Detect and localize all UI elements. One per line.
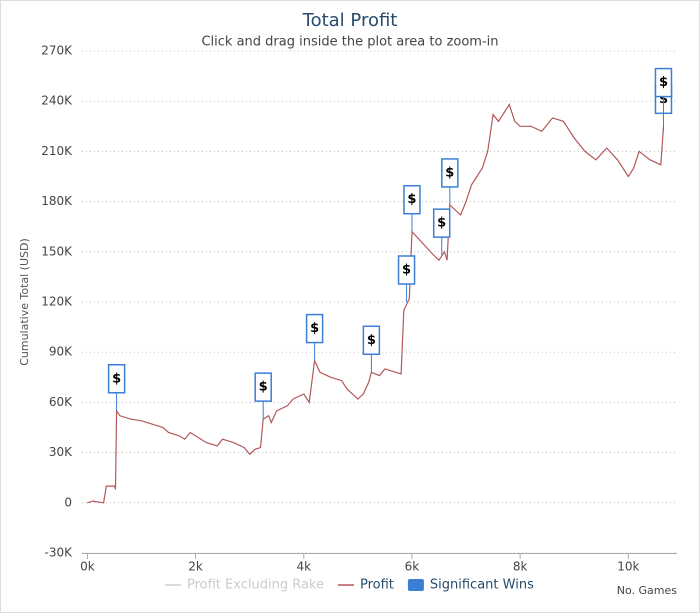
x-tick-label: 4k: [296, 560, 311, 574]
flag[interactable]: [254, 372, 272, 402]
flag-label: $: [310, 321, 319, 336]
profit-line: [87, 103, 665, 504]
legend-label[interactable]: Profit Excluding Rake: [187, 578, 324, 593]
flag-label: $: [437, 216, 446, 231]
y-axis-title: Cumulative Total (USD): [18, 238, 31, 366]
y-tick-label: 30K: [49, 445, 73, 459]
y-tick-label: 180K: [41, 194, 73, 208]
flag[interactable]: [362, 325, 381, 356]
flag-label: $: [259, 380, 268, 395]
flag-label: $: [407, 192, 416, 207]
flag-label: $: [659, 75, 668, 90]
legend-label[interactable]: Profit: [360, 578, 394, 593]
chart-title: Total Profit: [302, 10, 398, 31]
flag-label: $: [445, 165, 454, 180]
x-tick-label: 2k: [188, 560, 203, 574]
flag-label: $: [402, 263, 411, 278]
flag[interactable]: [432, 208, 451, 238]
legend-symbol[interactable]: [407, 579, 424, 591]
y-tick-label: 210K: [41, 144, 73, 158]
flag[interactable]: [654, 67, 673, 98]
y-tick-label: 120K: [41, 295, 73, 309]
x-tick-label: 6k: [405, 560, 420, 574]
x-tick-label: 8k: [513, 560, 528, 574]
y-tick-label: 270K: [41, 44, 73, 58]
flag[interactable]: [441, 158, 459, 188]
x-axis-title: No. Games: [617, 584, 678, 597]
flag-label: $: [367, 333, 376, 348]
x-tick-label: 10k: [617, 560, 639, 574]
y-tick-label: 0: [64, 495, 72, 509]
y-tick-label: 90K: [49, 345, 73, 359]
flag[interactable]: [397, 255, 416, 285]
legend-label[interactable]: Significant Wins: [430, 578, 534, 593]
flag[interactable]: [403, 184, 421, 215]
flag[interactable]: [305, 313, 324, 344]
y-tick-label: -30K: [45, 546, 74, 560]
flag[interactable]: [107, 364, 126, 394]
x-tick-label: 0k: [80, 560, 95, 574]
y-tick-label: 150K: [41, 244, 73, 258]
flag-label: $: [112, 371, 121, 386]
chart-subtitle: Click and drag inside the plot area to z…: [201, 35, 498, 50]
y-tick-label: 60K: [49, 395, 73, 409]
y-tick-label: 240K: [41, 94, 73, 108]
